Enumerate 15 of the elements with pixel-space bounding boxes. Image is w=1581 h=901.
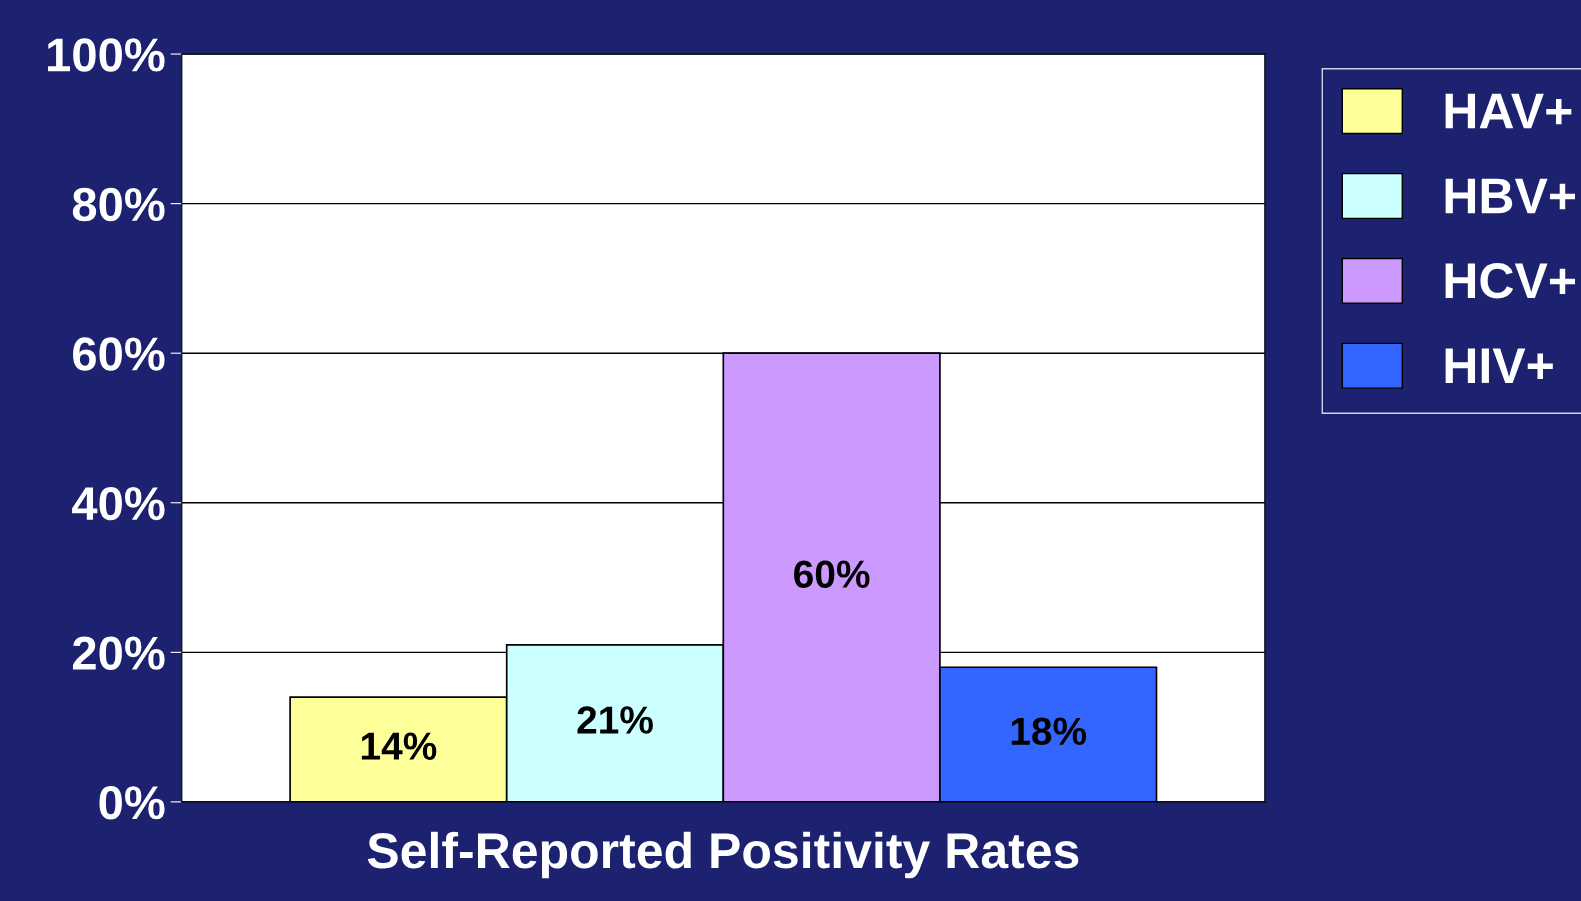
x-axis-title: Self-Reported Positivity Rates <box>367 831 1079 879</box>
y-tick-label: 0% <box>99 786 165 820</box>
y-tick-label: 100% <box>48 38 165 72</box>
legend-label: HCV+ <box>1445 263 1576 299</box>
y-tick-label: 20% <box>72 636 165 670</box>
y-tick-label: 40% <box>72 486 165 521</box>
data-label: 14% <box>361 732 437 760</box>
y-tick-label: 60% <box>73 337 165 371</box>
data-label: 18% <box>1011 717 1087 746</box>
y-tick-label: 80% <box>72 187 165 222</box>
legend-label: HAV+ <box>1445 93 1572 129</box>
legend-label: HBV+ <box>1445 178 1576 214</box>
data-label: 60% <box>794 560 870 588</box>
legend-label: HIV+ <box>1445 348 1553 383</box>
data-label: 21% <box>577 706 653 734</box>
